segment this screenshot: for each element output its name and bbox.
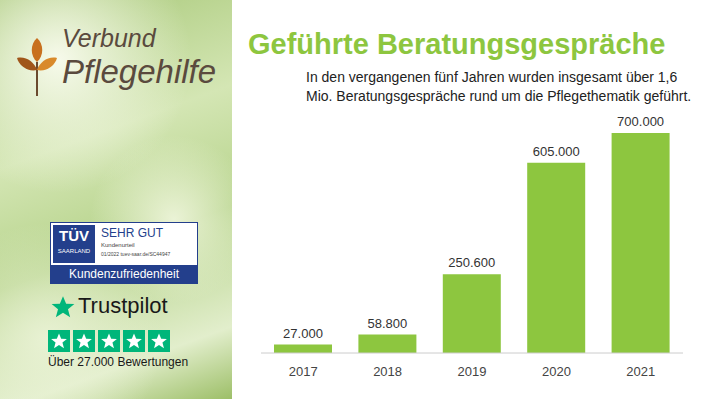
svg-text:2021: 2021 — [626, 364, 655, 379]
html-text:In den vergangenen fünf Jahren: In den vergangenen fünf Jahren wurden in… — [306, 69, 692, 104]
svg-text:2020: 2020 — [542, 364, 571, 379]
html-text:SAARLAND: SAARLAND — [57, 248, 91, 254]
svg-text:700.000: 700.000 — [617, 114, 664, 129]
svg-text:27.000: 27.000 — [283, 326, 323, 341]
html-text:TÜV: TÜV — [59, 227, 89, 244]
svg-text:605.000: 605.000 — [533, 144, 580, 159]
html-text:Kundenzufriedenheit: Kundenzufriedenheit — [69, 267, 179, 281]
html-text:Über 27.000 Bewertungen: Über 27.000 Bewertungen — [48, 355, 189, 369]
html-text:SEHR GUT: SEHR GUT — [101, 226, 163, 240]
html-text:Pflegehilfe: Pflegehilfe — [62, 53, 217, 90]
html-text:Kundenurteil: Kundenurteil — [101, 242, 135, 248]
html-text:01/2022 tuev-saar.de/SC44947: 01/2022 tuev-saar.de/SC44947 — [101, 251, 171, 257]
svg-text:58.800: 58.800 — [368, 316, 408, 331]
svg-text:250.600: 250.600 — [448, 255, 495, 270]
svg-text:2018: 2018 — [373, 364, 402, 379]
html-text:Verbund: Verbund — [62, 24, 156, 52]
html-text:Geführte Beratungsgespräche: Geführte Beratungsgespräche — [248, 28, 666, 60]
html-text:Trustpilot: Trustpilot — [78, 293, 168, 318]
svg-text:2017: 2017 — [289, 364, 318, 379]
svg-text:2019: 2019 — [458, 364, 487, 379]
